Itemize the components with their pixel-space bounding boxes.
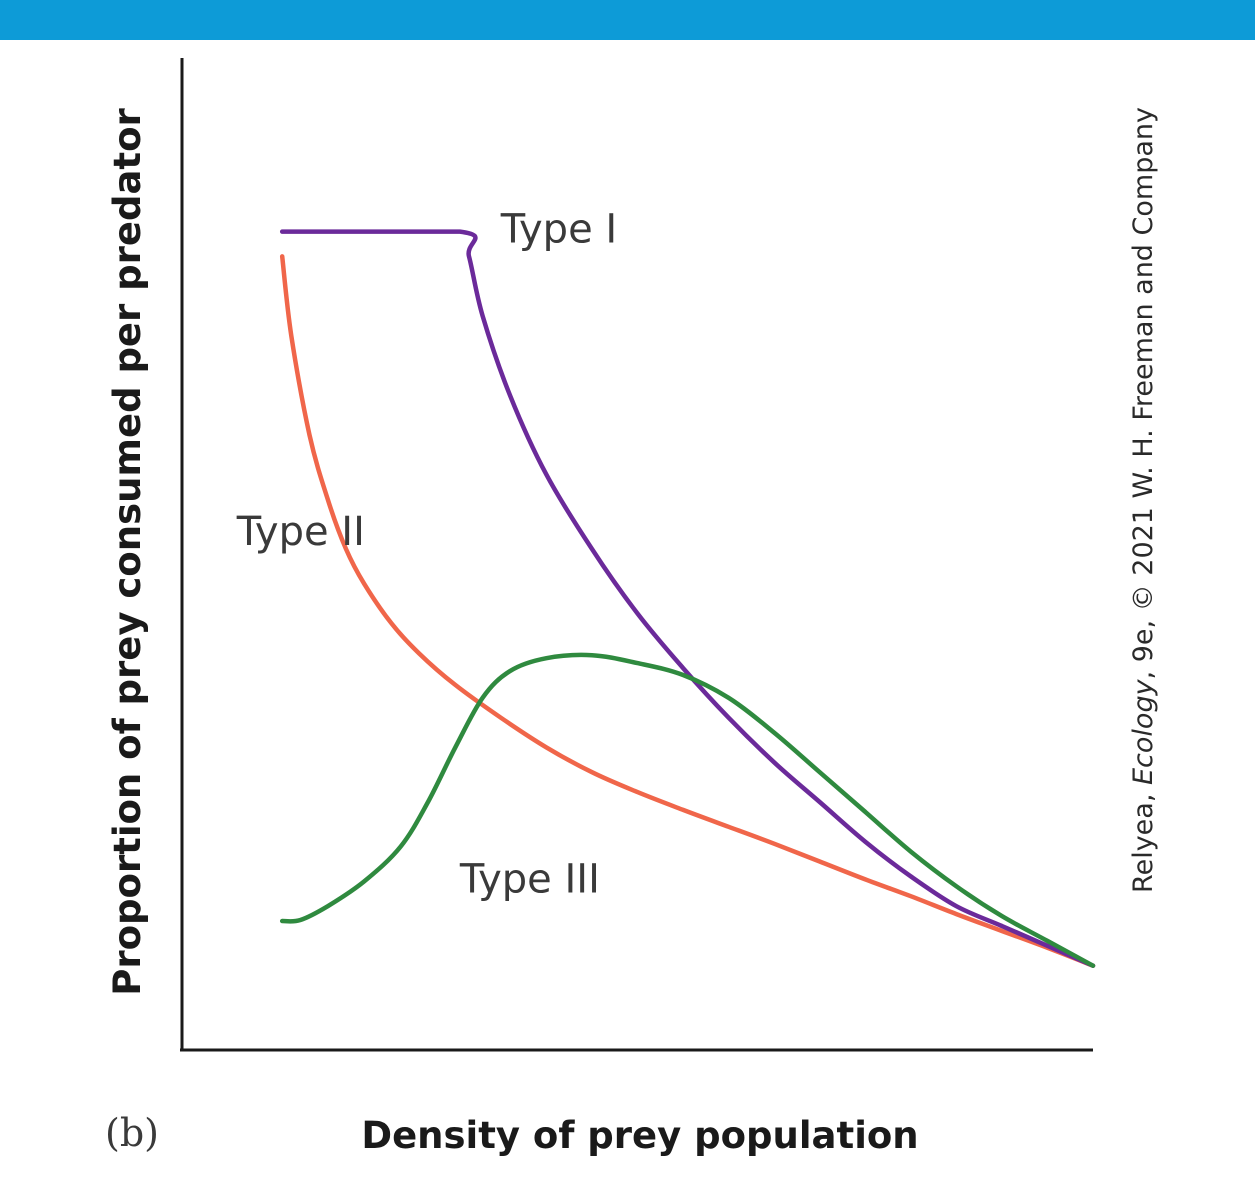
series-group xyxy=(279,229,1096,968)
x-axis-title: Density of prey population xyxy=(361,1114,918,1157)
series-line-type-i xyxy=(279,229,1096,968)
credit-author: Relyea, xyxy=(1128,785,1159,893)
series-label-type-i: Type I xyxy=(500,207,617,253)
series-label-group: Type I Type II Type III xyxy=(236,207,617,903)
copyright-credit: Relyea, Ecology, 9e, © 2021 W. H. Freema… xyxy=(1128,107,1159,893)
series-label-type-iii: Type III xyxy=(459,856,600,902)
credit-book-title: Ecology xyxy=(1128,678,1159,785)
series-line-type-ii xyxy=(279,254,1096,968)
series-label-type-ii: Type II xyxy=(236,509,365,555)
header-color-band xyxy=(0,0,1255,40)
credit-rest: , 9e, © 2021 W. H. Freeman and Company xyxy=(1128,107,1159,679)
y-axis-title: Proportion of prey consumed per predator xyxy=(106,107,149,995)
chart-axes xyxy=(180,58,1093,1052)
series-line-type-iii xyxy=(279,652,1096,968)
panel-label: (b) xyxy=(105,1111,159,1155)
